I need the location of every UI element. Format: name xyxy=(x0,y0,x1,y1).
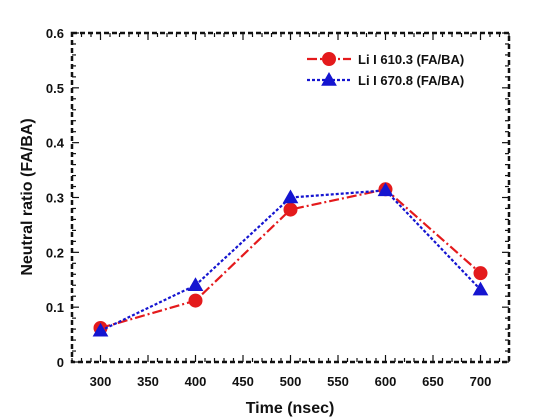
x-tick-label: 700 xyxy=(470,374,492,389)
data-point xyxy=(92,322,109,337)
x-tick-labels: 300 350 400 450 500 550 600 650 700 xyxy=(90,374,492,389)
data-point xyxy=(377,182,394,197)
data-point xyxy=(187,277,204,291)
data-point xyxy=(473,266,488,281)
x-tick-label: 450 xyxy=(232,374,254,389)
x-axis-title: Time (nsec) xyxy=(246,400,335,417)
series-2 xyxy=(92,182,489,337)
plot-frame xyxy=(70,31,511,364)
x-tick-label: 300 xyxy=(90,374,112,389)
data-point xyxy=(188,293,203,308)
x-tick-label: 600 xyxy=(375,374,397,389)
y-tick-label: 0.5 xyxy=(46,81,64,96)
data-point xyxy=(282,189,299,204)
y-tick-label: 0.1 xyxy=(46,300,64,315)
y-tick-label: 0.3 xyxy=(46,191,64,206)
y-tick-label: 0.6 xyxy=(46,26,64,41)
y-tick-label: 0.2 xyxy=(46,245,64,260)
legend-label: Li I 610.3 (FA/BA) xyxy=(358,52,464,67)
x-tick-label: 400 xyxy=(185,374,207,389)
legend-marker xyxy=(322,52,336,66)
x-tick-label: 550 xyxy=(327,374,349,389)
legend-marker xyxy=(321,71,337,86)
x-tick-label: 350 xyxy=(137,374,159,389)
y-tick-label: 0.4 xyxy=(46,136,65,151)
legend-label: Li I 670.8 (FA/BA) xyxy=(358,73,464,88)
y-axis-title: Neutral ratio (FA/BA) xyxy=(19,118,36,275)
series-layer xyxy=(92,182,489,337)
data-point xyxy=(472,281,489,296)
data-point xyxy=(283,202,298,217)
x-tick-label: 500 xyxy=(280,374,302,389)
legend: Li I 610.3 (FA/BA) Li I 670.8 (FA/BA) xyxy=(307,52,464,88)
x-tick-label: 650 xyxy=(422,374,444,389)
y-tick-labels: 0 0.1 0.2 0.3 0.4 0.5 0.6 xyxy=(46,26,65,370)
y-tick-label: 0 xyxy=(57,355,64,370)
series-line xyxy=(100,189,482,332)
